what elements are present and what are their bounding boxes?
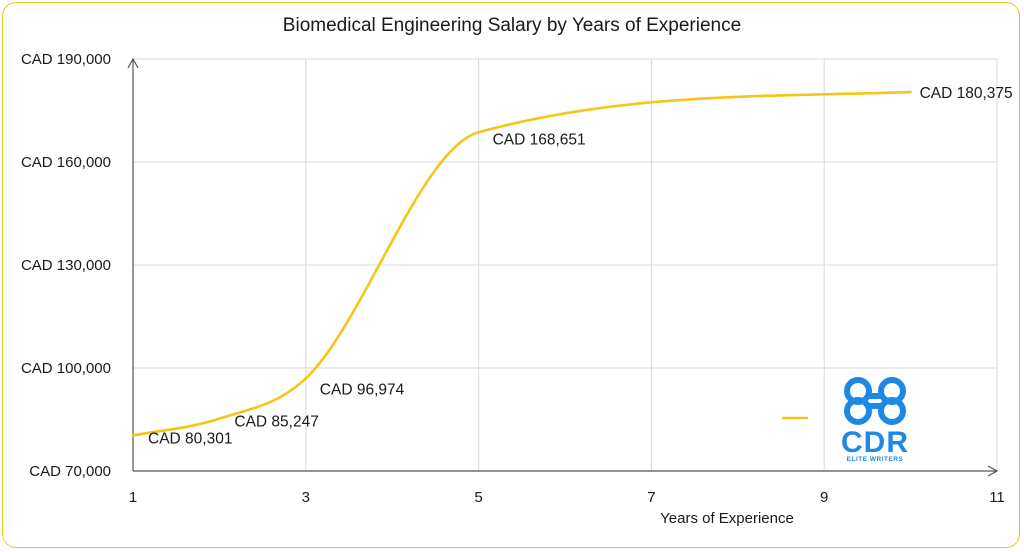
x-tick-label: 9	[820, 489, 828, 506]
x-tick-label: 11	[989, 489, 1005, 506]
logo-subtext: ELITE WRITERS	[847, 456, 904, 463]
series-line	[131, 90, 912, 437]
y-tick-label: CAD 160,000	[21, 154, 111, 171]
y-tick-label: CAD 190,000	[21, 51, 111, 68]
axes: 1 3 5 7 9 11 CAD 70,000 CAD 100,000 CAD 130,000 C…	[21, 51, 1005, 506]
data-label: CAD 85,247	[234, 414, 318, 431]
x-tick-label: 7	[647, 489, 655, 506]
y-tick-label: CAD 70,000	[29, 463, 111, 480]
x-tick-label: 1	[129, 489, 137, 506]
x-tick-label: 5	[474, 489, 482, 506]
x-tick-label: 3	[302, 489, 310, 506]
data-label: CAD 168,651	[493, 131, 586, 148]
logo-mark-icon	[844, 377, 906, 425]
series-layer	[131, 90, 912, 437]
gridlines	[133, 58, 998, 471]
chart-title: Biomedical Engineering Salary by Years o…	[283, 15, 741, 36]
data-label: CAD 80,301	[148, 431, 232, 448]
x-axis-arrow	[987, 465, 999, 477]
y-axis-arrow	[127, 57, 139, 69]
data-label: CAD 180,375	[920, 85, 1013, 102]
cdr-logo: CDR ELITE WRITERS	[841, 377, 909, 463]
y-tick-label: CAD 100,000	[21, 360, 111, 377]
x-axis-title: Years of Experience	[660, 510, 794, 527]
data-label: CAD 96,974	[320, 381, 405, 398]
y-tick-label: CAD 130,000	[21, 257, 111, 274]
logo-text: CDR	[841, 426, 909, 459]
